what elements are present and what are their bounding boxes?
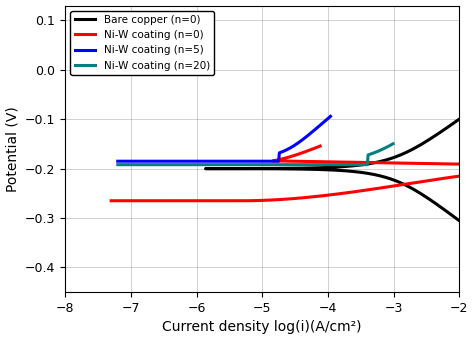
Ni-W coating (n=0)	[317, 144, 323, 148]
Ni-W coating (n=0)	[183, 199, 189, 203]
Ni-W coating (n=0)	[218, 199, 224, 203]
Bare copper (n=0)	[463, 113, 469, 117]
Ni-W coating (n=20)	[180, 163, 185, 167]
Ni-W coating (n=20)	[236, 163, 241, 167]
Ni-W coating (n=0)	[278, 157, 283, 161]
Line: Ni-W coating (n=20): Ni-W coating (n=20)	[118, 144, 393, 165]
Ni-W coating (n=5)	[271, 159, 276, 163]
Ni-W coating (n=20)	[289, 163, 294, 167]
Bare copper (n=0)	[457, 219, 463, 223]
Line: Ni-W coating (n=5): Ni-W coating (n=5)	[118, 116, 330, 161]
Ni-W coating (n=5)	[294, 142, 300, 146]
Y-axis label: Potential (V): Potential (V)	[6, 106, 19, 192]
Ni-W coating (n=5)	[251, 159, 256, 163]
Ni-W coating (n=5)	[307, 132, 313, 136]
Bare copper (n=0)	[441, 207, 447, 211]
Ni-W coating (n=5)	[292, 143, 298, 147]
Ni-W coating (n=5)	[301, 137, 306, 141]
Line: Ni-W coating (n=0): Ni-W coating (n=0)	[111, 146, 474, 201]
Ni-W coating (n=0)	[109, 199, 114, 203]
Bare copper (n=0)	[446, 124, 452, 129]
Ni-W coating (n=20)	[125, 163, 130, 167]
Line: Bare copper (n=0): Bare copper (n=0)	[206, 115, 466, 225]
Ni-W coating (n=5)	[115, 159, 120, 163]
Bare copper (n=0)	[416, 144, 421, 148]
Ni-W coating (n=20)	[210, 163, 215, 167]
X-axis label: Current density log(i)(A/cm²): Current density log(i)(A/cm²)	[163, 320, 362, 335]
Ni-W coating (n=20)	[196, 163, 202, 167]
Ni-W coating (n=0)	[306, 148, 312, 152]
Ni-W coating (n=5)	[328, 114, 333, 118]
Bare copper (n=0)	[463, 223, 469, 227]
Bare copper (n=0)	[441, 208, 447, 212]
Legend: Bare copper (n=0), Ni-W coating (n=0), Ni-W coating (n=5), Ni-W coating (n=20): Bare copper (n=0), Ni-W coating (n=0), N…	[71, 11, 214, 75]
Ni-W coating (n=20)	[390, 142, 396, 146]
Ni-W coating (n=20)	[115, 163, 120, 167]
Bare copper (n=0)	[463, 113, 468, 117]
